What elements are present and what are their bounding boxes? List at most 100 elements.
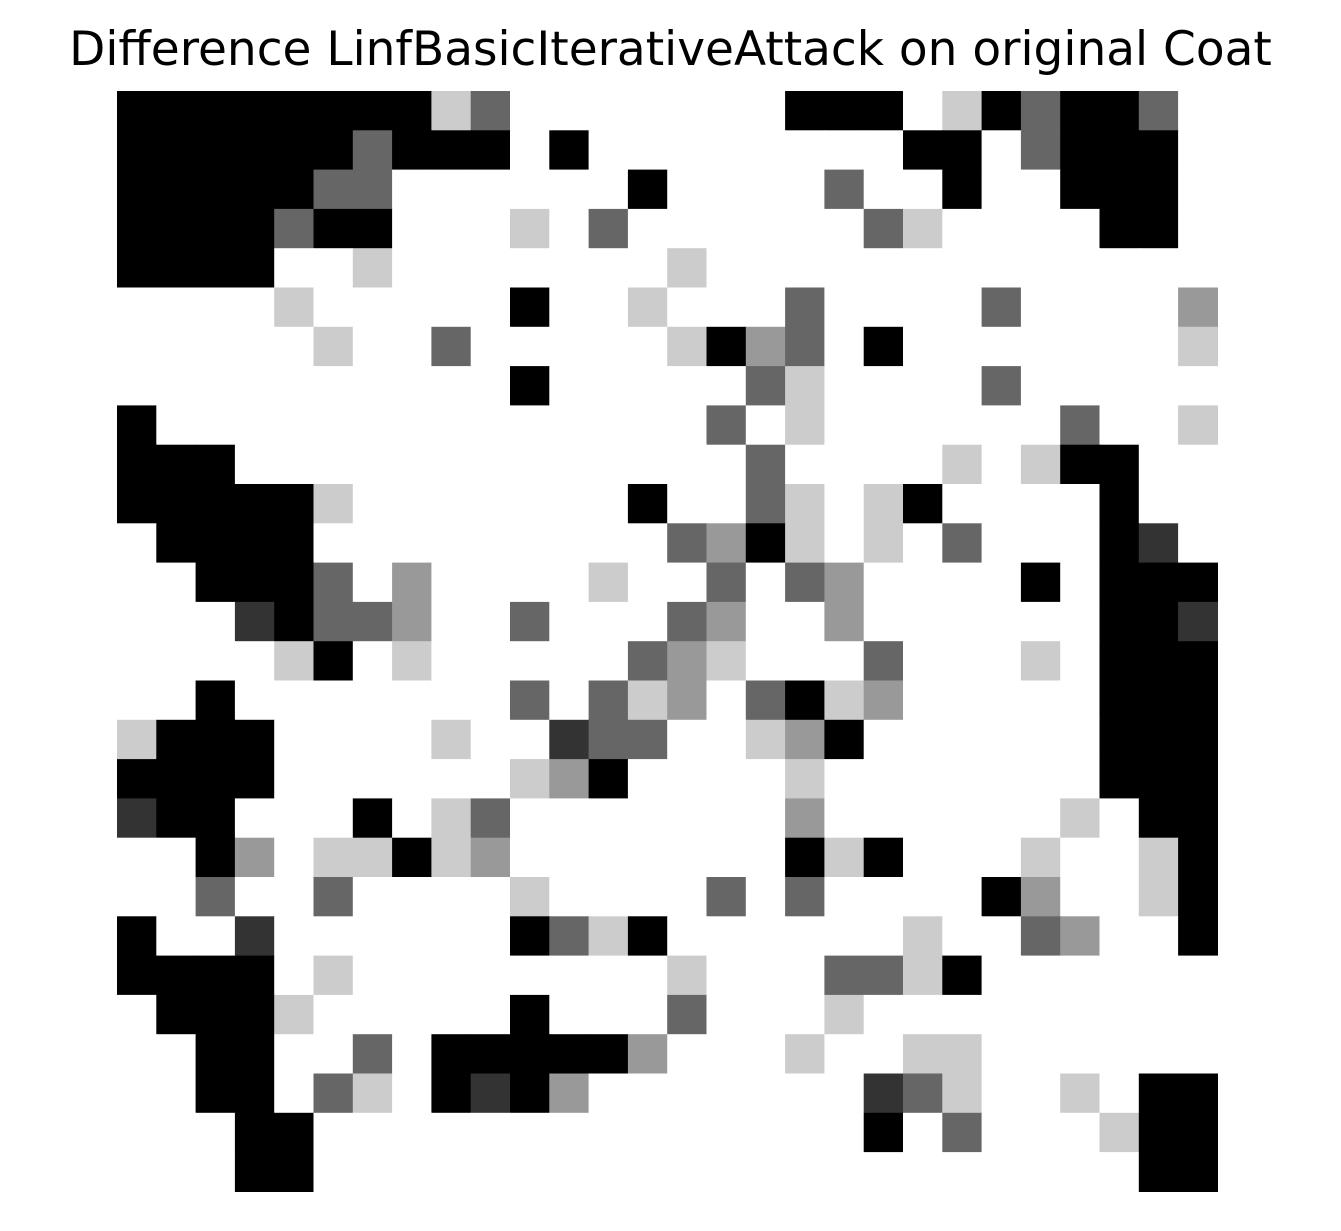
heatmap-cell: [1099, 562, 1140, 603]
heatmap-cell: [785, 916, 825, 957]
heatmap-cell: [195, 1112, 236, 1153]
heatmap-cell: [470, 208, 511, 249]
heatmap-cell: [1020, 759, 1061, 799]
heatmap-cell: [824, 837, 865, 878]
heatmap-cell: [470, 130, 511, 171]
heatmap-cell: [785, 759, 825, 799]
heatmap-cell: [1099, 837, 1140, 878]
heatmap-cell: [1099, 1152, 1140, 1192]
heatmap-cell: [745, 1034, 786, 1075]
heatmap-cell: [824, 641, 865, 682]
heatmap-cell: [313, 1152, 354, 1192]
heatmap-cell: [431, 326, 472, 367]
heatmap-cell: [392, 1112, 432, 1153]
heatmap-cell: [156, 1073, 197, 1114]
heatmap-cell: [903, 326, 943, 367]
heatmap-cell: [510, 916, 550, 957]
heatmap-cell: [1020, 601, 1061, 642]
heatmap-cell: [352, 287, 393, 328]
heatmap-cell: [117, 130, 157, 171]
heatmap-cell: [234, 877, 275, 917]
heatmap-cell: [627, 680, 668, 721]
heatmap-cell: [274, 955, 315, 996]
heatmap-cell: [785, 641, 825, 682]
heatmap-cell: [1099, 91, 1140, 131]
heatmap-cell: [667, 405, 708, 446]
heatmap-cell: [1178, 955, 1218, 996]
heatmap-cell: [824, 994, 865, 1035]
heatmap-cell: [274, 601, 315, 642]
heatmap-cell: [352, 837, 393, 878]
heatmap-cell: [1060, 601, 1101, 642]
heatmap-cell: [352, 169, 393, 210]
heatmap-cell: [785, 366, 825, 406]
heatmap-cell: [549, 680, 590, 721]
heatmap-cell: [942, 91, 983, 131]
heatmap-cell: [706, 208, 747, 249]
heatmap-cell: [785, 523, 825, 564]
heatmap-cell: [863, 837, 904, 878]
heatmap-cell: [549, 326, 590, 367]
heatmap-cell: [274, 1152, 315, 1192]
heatmap-cell: [313, 444, 354, 485]
heatmap-cell: [274, 444, 315, 485]
heatmap-cell: [470, 719, 511, 760]
heatmap-cell: [627, 641, 668, 682]
heatmap-cell: [1178, 523, 1218, 564]
heatmap-cell: [981, 444, 1022, 485]
heatmap-cell: [942, 405, 983, 446]
heatmap-cell: [234, 523, 275, 564]
heatmap-cell: [195, 641, 236, 682]
heatmap-cell: [313, 1034, 354, 1075]
heatmap-cell: [942, 798, 983, 839]
heatmap-cell: [745, 955, 786, 996]
heatmap-cell: [549, 91, 590, 131]
heatmap-cell: [588, 680, 629, 721]
heatmap-cell: [392, 287, 432, 328]
heatmap-cell: [706, 1073, 747, 1114]
heatmap-cell: [510, 798, 550, 839]
heatmap-cell: [431, 955, 472, 996]
heatmap-cell: [824, 326, 865, 367]
heatmap-cell: [313, 169, 354, 210]
heatmap-cell: [1138, 208, 1179, 249]
heatmap-cell: [117, 405, 157, 446]
heatmap-cell: [392, 130, 432, 171]
heatmap-cell: [1178, 1152, 1218, 1192]
heatmap-cell: [1060, 366, 1101, 406]
heatmap-cell: [981, 405, 1022, 446]
heatmap-cell: [785, 91, 825, 131]
heatmap-cell: [274, 562, 315, 603]
heatmap-cell: [431, 248, 472, 289]
heatmap-cell: [903, 877, 943, 917]
heatmap-cell: [863, 1073, 904, 1114]
heatmap-cell: [392, 562, 432, 603]
heatmap-cell: [274, 719, 315, 760]
heatmap-cell: [470, 1112, 511, 1153]
heatmap-cell: [1060, 1112, 1101, 1153]
heatmap-cell: [352, 326, 393, 367]
heatmap-cell: [352, 405, 393, 446]
heatmap-cell: [274, 916, 315, 957]
heatmap-cell: [1178, 798, 1218, 839]
heatmap-cell: [942, 523, 983, 564]
heatmap-cell: [1060, 287, 1101, 328]
heatmap-cell: [706, 719, 747, 760]
heatmap-cell: [1099, 248, 1140, 289]
heatmap-cell: [1060, 562, 1101, 603]
heatmap-cell: [1060, 169, 1101, 210]
heatmap-cell: [785, 405, 825, 446]
heatmap-cell: [352, 1112, 393, 1153]
heatmap-cell: [588, 326, 629, 367]
heatmap-cell: [667, 680, 708, 721]
heatmap-cell: [1020, 1152, 1061, 1192]
heatmap-cell: [234, 601, 275, 642]
heatmap-cell: [117, 287, 157, 328]
heatmap-cell: [392, 916, 432, 957]
heatmap-cell: [627, 405, 668, 446]
heatmap-cell: [903, 798, 943, 839]
heatmap-cell: [234, 405, 275, 446]
heatmap-cell: [863, 955, 904, 996]
heatmap-cell: [510, 955, 550, 996]
heatmap-cell: [431, 208, 472, 249]
